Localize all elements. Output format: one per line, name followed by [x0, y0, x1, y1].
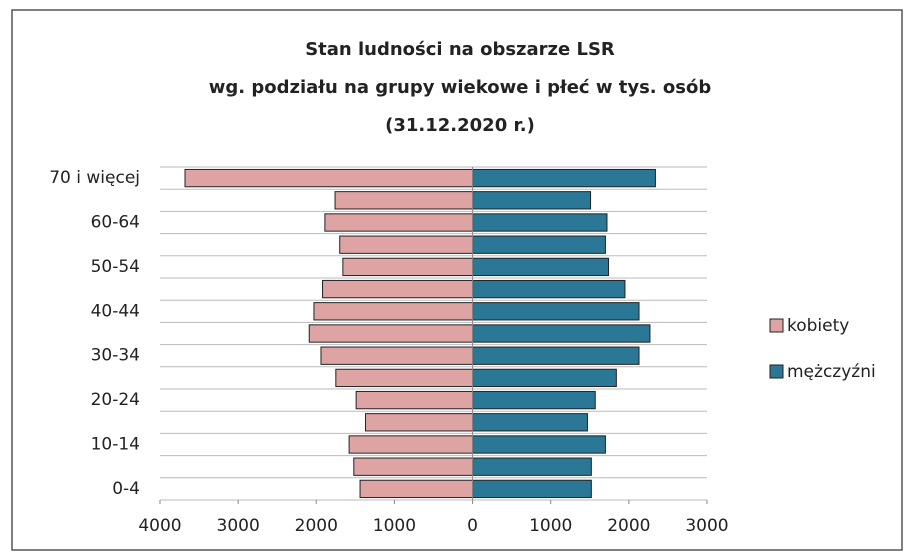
x-tick-label: 2000 [607, 516, 650, 536]
bar [339, 235, 474, 254]
bar [348, 435, 474, 454]
bar [365, 413, 474, 432]
bar [359, 479, 474, 499]
x-tick-label: 0 [467, 516, 478, 536]
x-tick-label: 1000 [373, 516, 416, 536]
bar [472, 168, 656, 188]
bar [184, 168, 474, 188]
bar [472, 413, 588, 432]
bar [355, 390, 474, 410]
bar [320, 346, 474, 365]
legend-label: kobiety [787, 316, 849, 336]
bar [472, 213, 608, 232]
bar [472, 235, 606, 254]
legend-swatch [769, 318, 784, 333]
bar [472, 324, 651, 343]
chart-title: Stan ludności na obszarze LSR [305, 39, 615, 60]
bar [472, 257, 610, 277]
x-tick-label: 3000 [685, 516, 728, 536]
bar [335, 368, 474, 388]
bar [472, 457, 592, 476]
x-tick-label: 2000 [295, 516, 338, 536]
bar [472, 390, 596, 410]
legend-swatch [769, 364, 784, 379]
chart-title: (31.12.2020 r.) [385, 115, 535, 136]
y-tick-label: 70 i więcej [49, 168, 140, 188]
y-tick-label: 30-34 [91, 346, 140, 366]
bar [472, 279, 626, 299]
chart-title: wg. podziału na grupy wiekowe i płeć w t… [209, 77, 712, 98]
y-tick-label: 0-4 [112, 479, 140, 499]
bar [324, 213, 474, 232]
x-tick-label: 4000 [138, 516, 181, 536]
x-tick-label: 3000 [217, 516, 260, 536]
bar [308, 324, 474, 343]
y-tick-label: 50-54 [91, 257, 140, 277]
bar [313, 302, 474, 321]
bar [334, 191, 474, 210]
y-tick-label: 20-24 [91, 390, 140, 410]
y-tick-label: 10-14 [91, 435, 140, 455]
legend-label: mężczyźni [787, 362, 876, 382]
bar [353, 457, 474, 476]
y-tick-label: 40-44 [91, 301, 140, 321]
y-tick-label: 60-64 [91, 213, 140, 233]
bar [472, 346, 640, 365]
bar [472, 479, 592, 499]
bar [472, 302, 640, 321]
bar [472, 191, 592, 210]
bar [472, 368, 617, 388]
bar [472, 435, 606, 454]
bar [322, 279, 474, 299]
x-tick-label: 1000 [529, 516, 572, 536]
bar [342, 257, 474, 277]
